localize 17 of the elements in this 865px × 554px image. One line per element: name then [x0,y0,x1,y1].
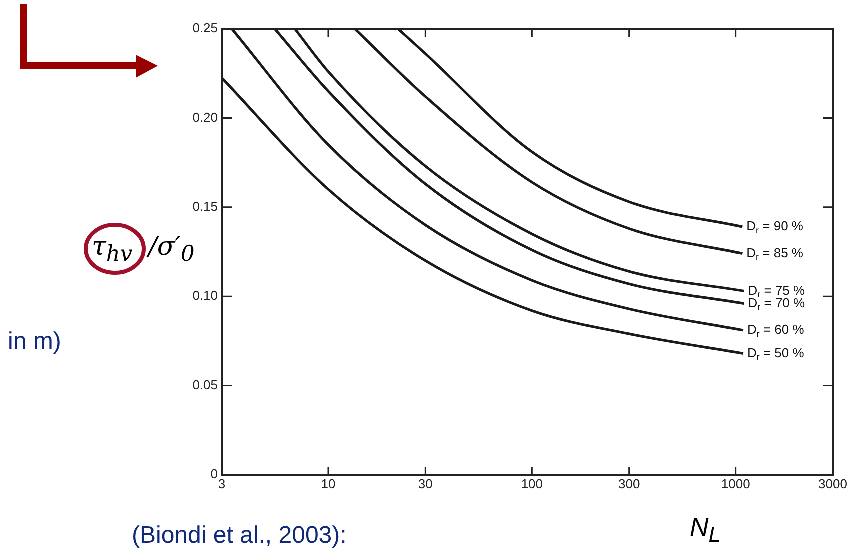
text: (Biondi et al., 2003): [132,522,347,550]
y-tick-label: 0.20 [192,110,218,125]
x-tick-label: 30 [418,476,433,492]
x-tick-label: 100 [521,476,544,492]
y-tick-label: 0.05 [192,377,218,392]
y-axis-title: τ$_{hv}$/σ′$_{0}$ [92,232,195,268]
y-tick-label: 0.15 [192,198,218,214]
x-tick-label: 300 [618,476,640,492]
x-tick-label: 1000 [721,476,750,492]
x-tick-label: 3000 [818,476,848,492]
x-axis-title: N$_{L}$ [690,512,721,548]
y-tick-label: 0 [210,466,218,482]
x-tick-label: 3 [218,476,226,492]
x-tick-label: 10 [321,476,336,492]
text: in m) [8,328,62,356]
y-tick-label: 0.10 [192,288,218,304]
y-tick-label: 0.25 [192,20,218,36]
